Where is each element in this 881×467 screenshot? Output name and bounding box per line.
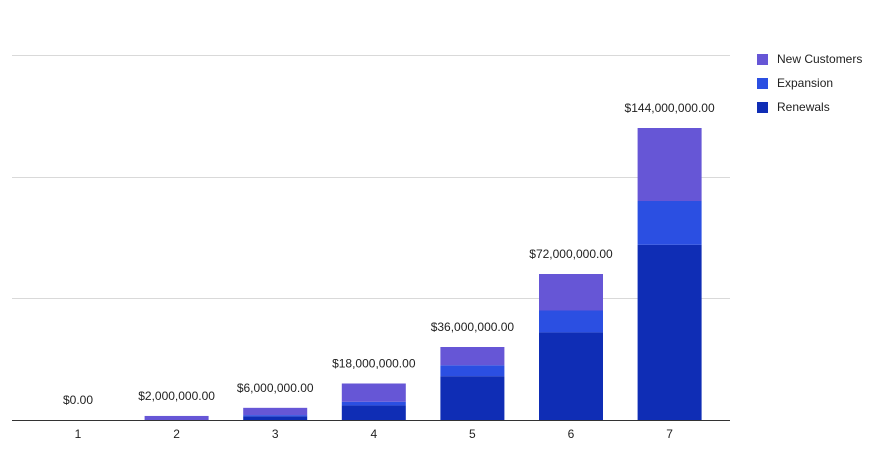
x-tick-label-2: 2 bbox=[173, 427, 180, 441]
legend-label-renewals: Renewals bbox=[777, 100, 830, 114]
data-label-7: $144,000,000.00 bbox=[625, 101, 715, 115]
bar-expansion-7 bbox=[637, 201, 702, 245]
legend-swatch-renewals bbox=[757, 101, 768, 113]
bar-new-customers-2 bbox=[144, 415, 209, 420]
bar-new-customers-6 bbox=[539, 274, 603, 311]
bar-expansion-5 bbox=[440, 365, 505, 377]
data-label-3: $6,000,000.00 bbox=[237, 381, 314, 395]
data-label-5: $36,000,000.00 bbox=[431, 320, 515, 334]
data-label-4: $18,000,000.00 bbox=[332, 357, 416, 371]
bar-expansion-3 bbox=[243, 415, 308, 417]
x-tick-label-1: 1 bbox=[75, 427, 82, 441]
data-label-2: $2,000,000.00 bbox=[138, 389, 215, 403]
bar-new-customers-4 bbox=[341, 383, 406, 402]
bar-renewals-6 bbox=[539, 332, 603, 420]
data-label-1: $0.00 bbox=[63, 393, 93, 407]
x-tick-label-4: 4 bbox=[370, 427, 377, 441]
legend-item-renewals[interactable]: Renewals bbox=[757, 95, 862, 119]
bar-new-customers-5 bbox=[440, 347, 505, 366]
bar-renewals-7 bbox=[637, 244, 702, 420]
legend-item-new-customers[interactable]: New Customers bbox=[757, 47, 862, 71]
bar-expansion-6 bbox=[539, 310, 603, 333]
data-label-6: $72,000,000.00 bbox=[529, 247, 613, 261]
x-tick-label-5: 5 bbox=[469, 427, 476, 441]
bar-renewals-3 bbox=[243, 416, 308, 420]
x-tick-label-6: 6 bbox=[568, 427, 575, 441]
legend-item-expansion[interactable]: Expansion bbox=[757, 71, 862, 95]
legend-swatch-expansion bbox=[757, 77, 768, 89]
bar-new-customers-3 bbox=[243, 407, 308, 416]
legend-label-new-customers: New Customers bbox=[777, 52, 863, 66]
bar-expansion-4 bbox=[341, 401, 406, 406]
bar-renewals-5 bbox=[440, 376, 505, 420]
x-tick-label-3: 3 bbox=[272, 427, 279, 441]
legend-label-expansion: Expansion bbox=[777, 76, 834, 90]
bar-renewals-4 bbox=[341, 405, 406, 420]
x-tick-label-7: 7 bbox=[666, 427, 673, 441]
legend: New Customers Expansion Renewals bbox=[757, 47, 862, 119]
bar-new-customers-7 bbox=[637, 128, 702, 201]
legend-swatch-new-customers bbox=[757, 53, 768, 65]
